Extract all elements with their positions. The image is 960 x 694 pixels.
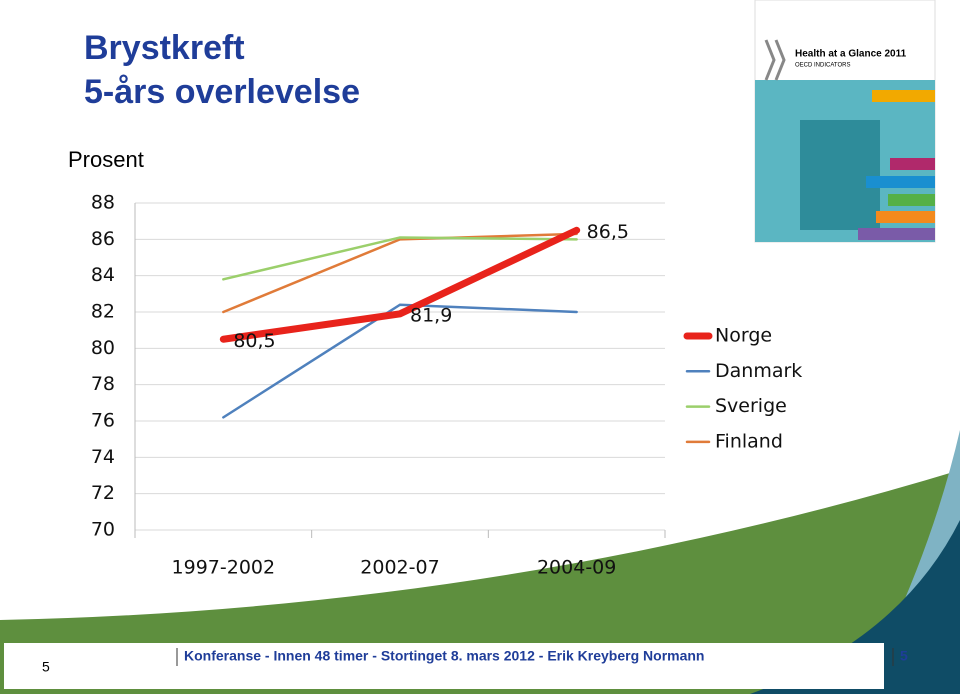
cover-title: Health at a Glance 2011 <box>795 49 907 60</box>
page-number: 5 <box>900 648 908 664</box>
slide-number: 5 <box>42 659 50 675</box>
x-tick-label: 2004-09 <box>537 557 616 579</box>
cover-image: Health at a Glance 2011 OECD INDICATORS <box>754 0 936 243</box>
x-tick-label: 1997-2002 <box>172 557 276 579</box>
series-line <box>222 232 578 314</box>
green-band <box>0 470 960 694</box>
footer-bar <box>4 643 884 689</box>
title: Brystkreft <box>84 29 245 67</box>
y-tick-label: 70 <box>91 519 115 541</box>
y-tick-label: 88 <box>91 192 115 214</box>
series-line <box>222 236 578 281</box>
y-tick-label: 78 <box>91 373 115 395</box>
cover-subtitle: OECD INDICATORS <box>795 63 850 69</box>
y-tick-label: 80 <box>91 337 115 359</box>
legend-label: Norge <box>715 325 772 347</box>
y-tick-label: 72 <box>91 482 115 504</box>
x-tick-label: 2002-07 <box>360 557 439 579</box>
series-line <box>222 303 578 419</box>
series-line <box>219 226 581 343</box>
data-label: 86,5 <box>587 221 629 243</box>
y-tick-label: 86 <box>91 228 115 250</box>
y-label: Prosent <box>68 147 144 172</box>
y-tick-label: 74 <box>91 446 115 468</box>
legend-label: Danmark <box>715 360 802 382</box>
y-tick-label: 84 <box>91 264 115 286</box>
data-label: 81,9 <box>410 304 452 326</box>
dark-band <box>750 520 960 694</box>
y-tick-label: 76 <box>91 410 115 432</box>
legend-label: Sverige <box>715 395 787 417</box>
y-tick-label: 82 <box>91 301 115 323</box>
legend-label: Finland <box>715 430 783 452</box>
data-label: 80,5 <box>233 330 275 352</box>
footer-text: Konferanse - Innen 48 timer - Stortinget… <box>184 648 704 664</box>
subtitle: 5-års overlevelse <box>84 73 360 111</box>
